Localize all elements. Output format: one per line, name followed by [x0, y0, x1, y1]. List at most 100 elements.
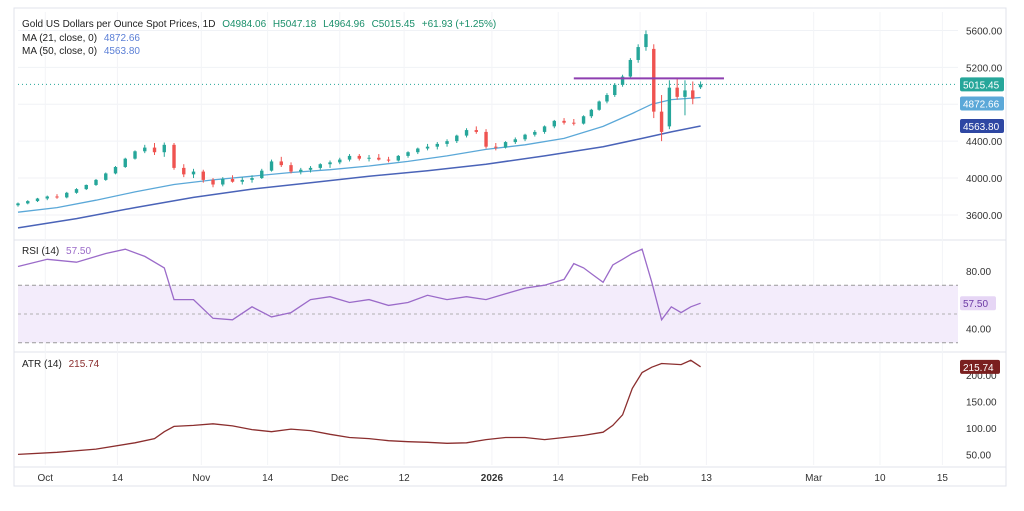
rsi-tag: 57.50 [963, 299, 988, 310]
candle-body-2 [35, 198, 40, 202]
x-tick-label-10: Mar [805, 473, 823, 484]
x-tick-label-1: 14 [112, 473, 124, 484]
candle-body-19 [201, 171, 205, 180]
candle-body-41 [416, 148, 420, 153]
ma50-tag-bg [960, 119, 1004, 134]
candle-body-38 [386, 159, 391, 161]
candle-body-16 [172, 144, 176, 168]
candle-body-55 [552, 120, 557, 127]
candle-body-54 [542, 126, 547, 132]
candle-body-36 [367, 157, 371, 159]
atr-tick-label-3: 200.00 [966, 371, 997, 382]
legend-ma50: MA (50, close, 0) 4563.80 [22, 46, 144, 57]
candle-body-21 [221, 178, 225, 185]
candle-body-14 [152, 147, 157, 153]
legend-low: L4964.96 [323, 19, 365, 30]
candle-body-52 [523, 134, 527, 140]
candle-body-49 [494, 146, 498, 148]
candle-body-70 [675, 87, 679, 97]
legend-ma21-value: 4872.66 [103, 33, 140, 44]
x-tick-label-4: Dec [331, 473, 349, 484]
x-tick-label-5: 12 [399, 473, 411, 484]
candle-body-44 [445, 141, 449, 144]
candle-body-63 [620, 76, 625, 85]
atr-tick-label-1: 100.00 [966, 424, 997, 435]
candle-body-69 [667, 87, 672, 127]
candle-body-1 [26, 201, 30, 204]
price-tick-label-2: 4400.00 [966, 137, 1003, 148]
atr-line [17, 359, 701, 456]
candle-body-25 [260, 170, 264, 179]
candle-body-62 [613, 84, 617, 96]
candle-body-30 [308, 167, 313, 170]
candle-body-28 [289, 165, 293, 172]
price-tick-label-5: 5600.00 [966, 26, 1003, 37]
x-tick-label-12: 15 [937, 473, 949, 484]
x-tick-label-3: 14 [262, 473, 274, 484]
last-price-tag-bg [960, 77, 1004, 92]
x-tick-label-9: 13 [701, 473, 713, 484]
candle-body-24 [250, 178, 254, 180]
candle-body-0 [16, 203, 20, 206]
candle-body-11 [123, 158, 127, 167]
candle-body-6 [74, 189, 79, 193]
candle-body-3 [45, 196, 49, 199]
ma50-line [17, 125, 701, 229]
legend-close: C5015.45 [371, 19, 415, 30]
candle-body-71 [683, 90, 687, 97]
ma50-tag: 4563.80 [963, 122, 1000, 133]
x-tick-label-6: 2026 [481, 473, 504, 484]
candle-body-67 [652, 48, 656, 112]
legend-atr-value: 215.74 [68, 359, 100, 370]
candle-body-9 [104, 173, 108, 180]
legend-atr-label: ATR (14) [22, 359, 62, 370]
atr-tick-label-2: 150.00 [966, 398, 997, 409]
chart-frame [13, 7, 1007, 487]
candle-body-39 [396, 155, 400, 161]
candle-body-22 [230, 178, 235, 182]
candle-body-33 [338, 159, 342, 163]
x-tick-label-11: 10 [874, 473, 886, 484]
candle-body-10 [113, 166, 118, 174]
candle-body-65 [636, 47, 640, 60]
candle-body-66 [644, 34, 648, 48]
candle-body-58 [581, 116, 586, 124]
ma21-tag: 4872.66 [963, 100, 1000, 111]
candle-body-51 [513, 139, 518, 143]
candle-body-40 [406, 152, 410, 156]
candle-body-56 [562, 120, 566, 123]
rsi-line [17, 248, 701, 322]
price-tick-label-0: 3600.00 [966, 211, 1003, 222]
candle-body-37 [377, 157, 381, 160]
candle-body-29 [299, 169, 303, 172]
candle-body-15 [162, 144, 166, 153]
price-tick-label-1: 4000.00 [966, 174, 1003, 185]
ma21-tag-bg [960, 96, 1004, 111]
candle-body-72 [691, 90, 695, 99]
candle-body-23 [240, 179, 244, 182]
candle-body-46 [464, 130, 469, 136]
legend-atr: ATR (14) 215.74 [22, 359, 103, 370]
x-tick-label-8: Feb [631, 473, 649, 484]
legend-ma21-label: MA (21, close, 0) [22, 33, 98, 44]
x-tick-label-2: Nov [192, 473, 210, 484]
rsi-tick-label-0: 40.00 [966, 324, 991, 335]
legend-rsi-value: 57.50 [66, 246, 92, 257]
candle-body-42 [425, 146, 430, 149]
candle-body-73 [698, 84, 703, 88]
legend-rsi: RSI (14) 57.50 [22, 246, 95, 257]
candle-body-45 [455, 135, 459, 142]
legend-change: +61.93 (+1.25%) [421, 19, 497, 30]
candle-body-32 [328, 162, 332, 165]
legend-ma50-value: 4563.80 [103, 46, 140, 57]
candle-body-8 [94, 179, 98, 185]
x-tick-label-7: 14 [553, 473, 565, 484]
candle-body-34 [347, 155, 352, 160]
candle-body-26 [269, 161, 274, 171]
candle-body-7 [84, 184, 88, 190]
atr-tag-bg [960, 359, 1000, 374]
legend-ma21: MA (21, close, 0) 4872.66 [22, 33, 144, 44]
candle-body-47 [474, 130, 478, 132]
atr-tick-label-0: 50.00 [966, 450, 991, 461]
